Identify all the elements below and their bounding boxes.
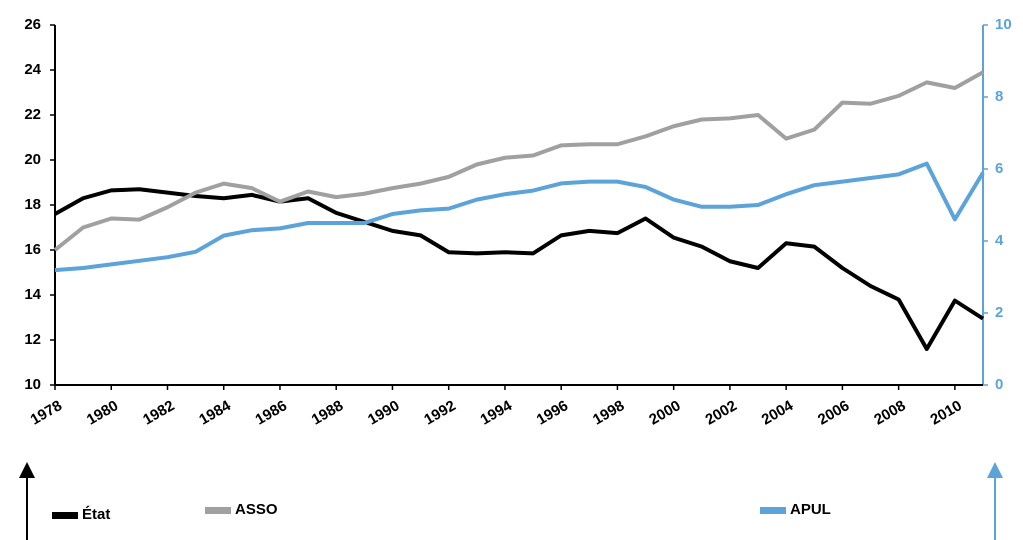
left-arrow <box>19 462 35 540</box>
y2-tick-label: 2 <box>995 304 1003 321</box>
legend-swatch <box>760 507 786 514</box>
x-tick-label: 1978 <box>28 397 65 428</box>
y-tick-label: 26 <box>24 16 41 33</box>
x-tick-label: 2006 <box>815 397 852 428</box>
x-tick-label: 1994 <box>478 397 516 429</box>
x-tick-label: 1984 <box>196 397 234 429</box>
y-tick-label: 12 <box>24 331 41 348</box>
y2-tick-label: 6 <box>995 160 1003 177</box>
y-tick-label: 10 <box>24 376 41 393</box>
x-tick-label: 1980 <box>84 397 121 428</box>
x-tick-label: 2000 <box>646 397 683 428</box>
y2-tick-label: 0 <box>995 376 1003 393</box>
x-tick-label: 2002 <box>702 397 739 428</box>
x-tick-label: 2004 <box>759 397 797 429</box>
x-tick-label: 2010 <box>927 397 964 428</box>
x-tick-label: 2008 <box>871 397 908 428</box>
x-tick-label: 1996 <box>534 397 571 428</box>
right-arrow <box>987 462 1003 540</box>
series-line <box>54 187 985 351</box>
x-tick-label: 1986 <box>253 397 290 428</box>
y2-tick-label: 4 <box>995 232 1004 249</box>
y-tick-label: 14 <box>24 286 41 303</box>
y-tick-label: 22 <box>24 106 41 123</box>
x-tick-label: 1990 <box>365 397 402 428</box>
legend-item: État <box>52 506 110 523</box>
y-tick-label: 18 <box>24 196 41 213</box>
x-tick-label: 1988 <box>309 397 346 428</box>
legend-label: APUL <box>790 501 831 518</box>
legend-swatch <box>52 512 78 519</box>
legend-item: ASSO <box>205 501 278 518</box>
legend-label: ASSO <box>235 501 278 518</box>
y2-tick-label: 10 <box>995 16 1012 33</box>
x-tick-label: 1992 <box>421 397 458 428</box>
y-tick-label: 16 <box>24 241 41 258</box>
series-line <box>54 161 985 273</box>
legend-item: APUL <box>760 501 831 518</box>
series-line <box>53 70 984 252</box>
legend-label: État <box>82 506 110 523</box>
y-tick-label: 20 <box>24 151 41 168</box>
y-tick-label: 24 <box>24 61 41 78</box>
y2-tick-label: 8 <box>995 88 1003 105</box>
x-tick-label: 1998 <box>590 397 627 428</box>
x-tick-label: 1982 <box>140 397 177 428</box>
legend-swatch <box>205 507 231 514</box>
